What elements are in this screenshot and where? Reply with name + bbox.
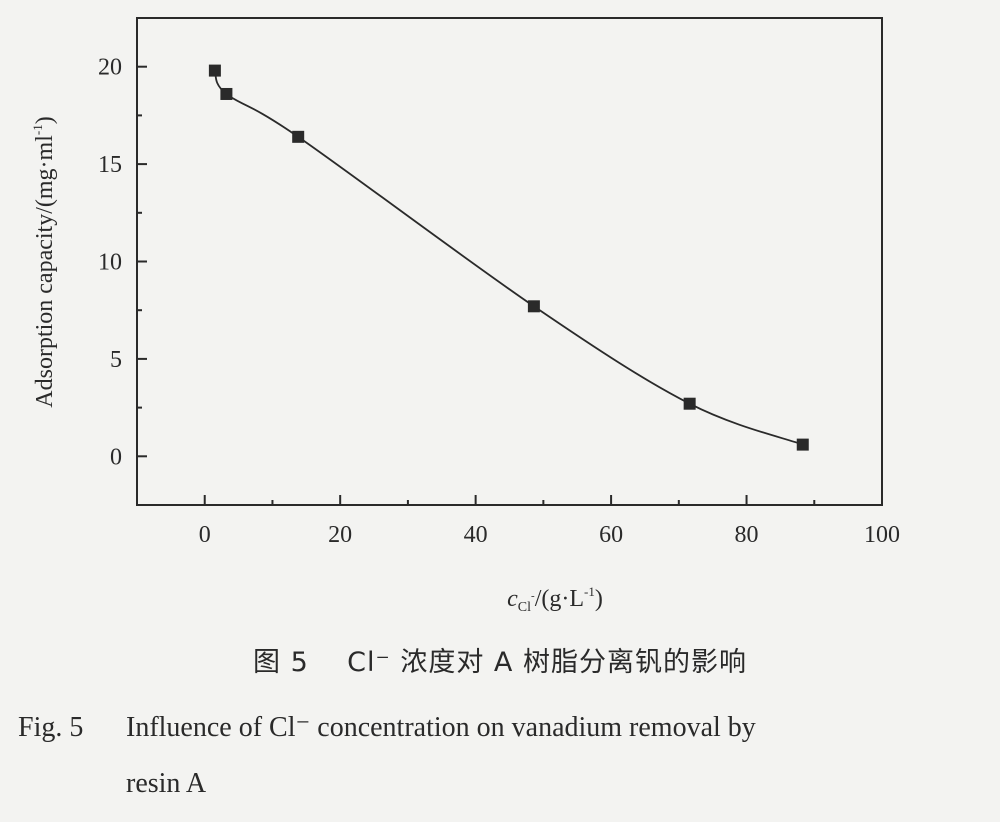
series-layer	[208, 64, 809, 451]
x-axis-ticks: 0 20 40 60 80 100	[136, 495, 900, 548]
x-tick-label: 100	[864, 522, 900, 548]
data-point-square	[527, 300, 540, 313]
x-tick-label: 0	[199, 522, 211, 548]
plot-frame	[136, 17, 883, 506]
y-axis-ticks: 0 5 10 15 20	[98, 17, 147, 470]
x-axis-title: cCl-/(g·L-1)	[507, 584, 603, 615]
figure-caption-english: Fig. 5 Influence of Cl⁻ concentration on …	[18, 700, 978, 812]
x-tick-label: 20	[328, 522, 352, 548]
data-point-square	[683, 397, 696, 410]
data-point-square	[208, 64, 221, 77]
y-tick-label: 10	[98, 250, 122, 276]
data-point-square	[796, 438, 809, 451]
y-tick-label: 15	[98, 152, 122, 178]
y-tick-label: 5	[110, 347, 122, 373]
plot-border	[136, 17, 883, 506]
y-tick-label: 0	[110, 444, 122, 470]
x-tick-label: 60	[599, 522, 623, 548]
adsorption-chart: 0 20 40 60 80 100 0 5 10 15 20 cCl-/(g·L-1) Adsor…	[30, 17, 900, 615]
series-line	[214, 70, 804, 446]
x-tick-label: 40	[464, 522, 488, 548]
caption-en-figure-number: Fig. 5	[18, 712, 84, 743]
y-tick-label: 20	[98, 55, 122, 81]
caption-cn-text: Cl⁻ 浓度对 A 树脂分离钒的影响	[347, 647, 747, 678]
caption-en-line-1: Influence of Cl⁻ concentration on vanadi…	[126, 712, 756, 743]
data-point-square	[292, 130, 305, 143]
figure-caption-chinese: 图 5 Cl⁻ 浓度对 A 树脂分离钒的影响	[0, 640, 1000, 679]
caption-cn-figure-number: 图 5	[253, 647, 309, 678]
y-axis-title: Adsorption capacity/(mg·ml-1)	[30, 116, 58, 407]
caption-en-line-2: resin A	[126, 768, 207, 799]
x-tick-label: 80	[735, 522, 759, 548]
data-point-square	[220, 87, 233, 100]
